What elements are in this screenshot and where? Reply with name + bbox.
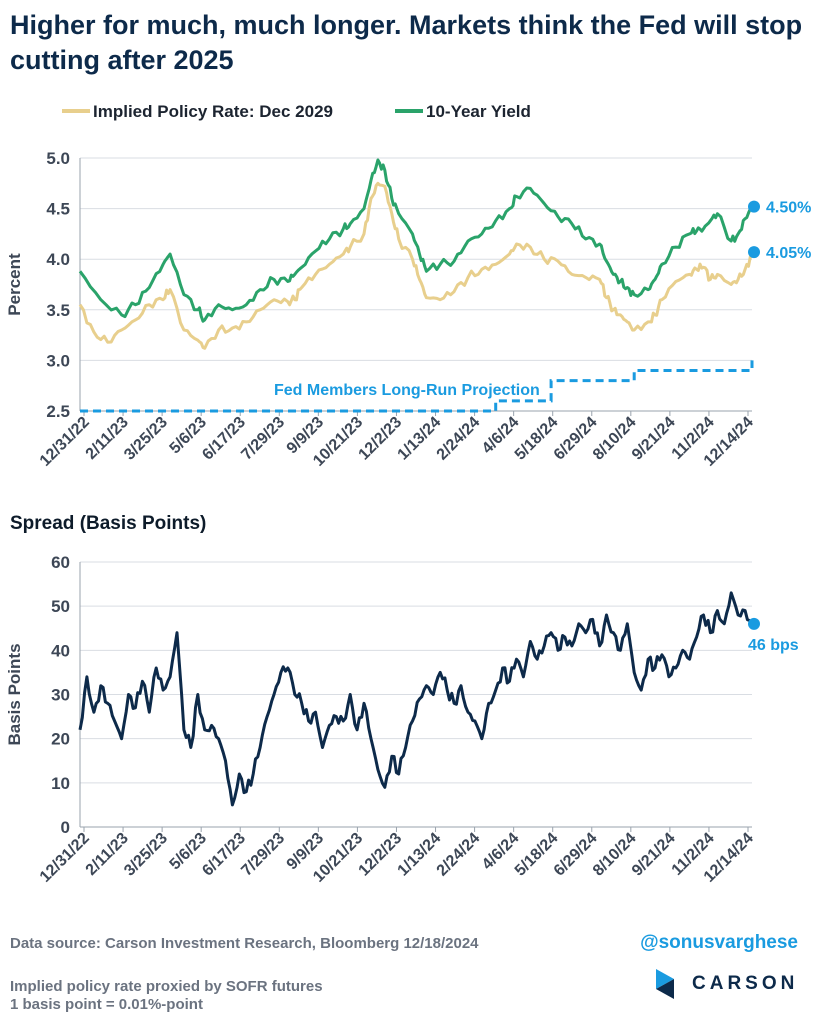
legend-label-yield: 10-Year Yield (426, 102, 531, 121)
y-tick-label: 4.5 (46, 200, 70, 219)
end-point-marker (748, 617, 760, 630)
series-line-spread (78, 591, 754, 807)
series-line-yield (78, 158, 754, 323)
carson-logo: CARSON (652, 965, 802, 1005)
y-tick-label: 50 (51, 597, 70, 616)
series-line-projection (80, 360, 754, 413)
y-tick-label: 60 (51, 553, 70, 572)
y-tick-label: 20 (51, 730, 70, 749)
x-tick-label: 2/24/24 (434, 830, 484, 880)
x-tick-label: 12/31/22 (37, 414, 93, 470)
series-line-policy (78, 181, 754, 350)
spread-chart-title: Spread (Basis Points) (10, 513, 206, 534)
carson-logo-icon (656, 969, 674, 999)
x-tick-label: 3/25/23 (121, 830, 171, 880)
data-source: Data source: Carson Investment Research,… (10, 935, 479, 952)
end-value-label: 4.50% (766, 200, 811, 217)
x-tick-label: 12/31/22 (37, 830, 93, 886)
footnote-proxy: Implied policy rate proxied by SOFR futu… (10, 978, 323, 995)
x-tick-label: 9/21/24 (629, 414, 679, 464)
spread-chart: 010203040506012/31/222/11/233/25/235/6/2… (5, 513, 799, 886)
y-axis-label: Percent (5, 253, 24, 316)
x-tick-label: 7/29/23 (238, 830, 288, 880)
y-tick-label: 10 (51, 774, 70, 793)
end-value-label: 4.05% (766, 245, 811, 262)
y-axis-label: Basis Points (5, 643, 24, 745)
x-tick-label: 9/21/24 (629, 830, 679, 880)
y-tick-label: 3.0 (46, 351, 70, 370)
end-value-label: 46 bps (748, 637, 799, 654)
y-tick-label: 40 (51, 641, 70, 660)
footnote-basis-point: 1 basis point = 0.01%-point (10, 996, 203, 1013)
projection-label: Fed Members Long-Run Projection (274, 382, 540, 399)
x-tick-label: 3/25/23 (121, 414, 171, 464)
y-tick-label: 30 (51, 686, 70, 705)
y-tick-label: 2.5 (46, 402, 70, 421)
page-title: Higher for much, much longer. Markets th… (10, 10, 803, 75)
y-tick-label: 5.0 (46, 149, 70, 168)
carson-logo-text: CARSON (692, 973, 799, 994)
x-tick-label: 2/24/24 (434, 414, 484, 464)
legend-label-policy: Implied Policy Rate: Dec 2029 (93, 102, 333, 121)
end-point-marker (748, 200, 760, 213)
yield-chart: 2.53.03.54.04.55.012/31/222/11/233/25/23… (5, 102, 811, 470)
x-tick-label: 7/29/23 (238, 414, 288, 464)
author-handle[interactable]: @sonusvarghese (640, 932, 798, 953)
y-tick-label: 3.5 (46, 301, 70, 320)
y-tick-label: 0 (61, 818, 70, 837)
y-tick-label: 4.0 (46, 250, 70, 269)
end-point-marker (748, 246, 760, 259)
